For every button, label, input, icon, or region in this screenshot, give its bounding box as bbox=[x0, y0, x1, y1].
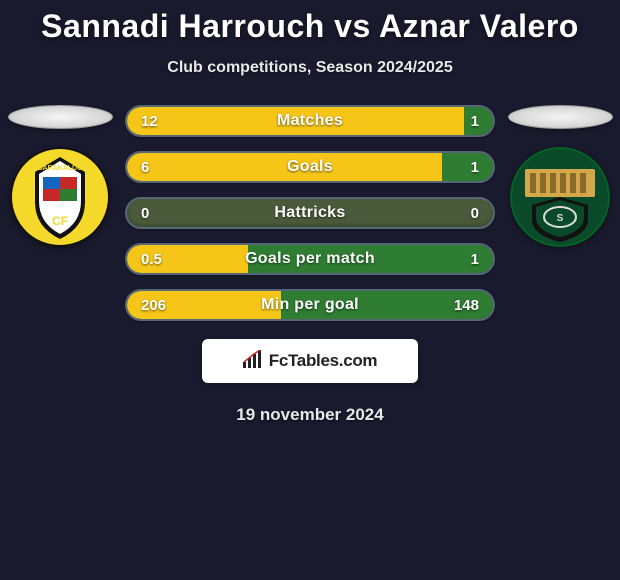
stat-label: Min per goal bbox=[207, 296, 413, 314]
right-club-crest-icon: S bbox=[510, 147, 610, 247]
left-flag-icon bbox=[8, 105, 113, 129]
footer-brand-label: FcTables.com bbox=[269, 351, 378, 371]
stat-row: 12Matches1 bbox=[125, 105, 495, 137]
stat-left-value: 6 bbox=[127, 159, 207, 176]
comparison-subtitle: Club competitions, Season 2024/2025 bbox=[0, 59, 620, 77]
left-club-crest-icon: BARAKALDO CF bbox=[10, 147, 110, 247]
stat-left-value: 0.5 bbox=[127, 251, 207, 268]
svg-text:CF: CF bbox=[52, 214, 68, 228]
svg-text:S: S bbox=[557, 213, 564, 224]
comparison-title: Sannadi Harrouch vs Aznar Valero bbox=[0, 0, 620, 45]
stat-right-value: 1 bbox=[413, 113, 493, 130]
stat-row: 0Hattricks0 bbox=[125, 197, 495, 229]
left-player-column: BARAKALDO CF bbox=[5, 105, 115, 247]
stat-right-value: 148 bbox=[413, 297, 493, 314]
stat-right-value: 0 bbox=[413, 205, 493, 222]
stat-label: Goals per match bbox=[207, 250, 413, 268]
right-player-column: S bbox=[505, 105, 615, 247]
stat-right-value: 1 bbox=[413, 251, 493, 268]
stat-row: 206Min per goal148 bbox=[125, 289, 495, 321]
stat-label: Goals bbox=[207, 158, 413, 176]
bar-chart-icon bbox=[243, 350, 263, 373]
content-wrap: BARAKALDO CF S 12Matches16Goals10Hattric… bbox=[0, 105, 620, 321]
right-flag-icon bbox=[508, 105, 613, 129]
comparison-date: 19 november 2024 bbox=[0, 405, 620, 425]
svg-text:BARAKALDO: BARAKALDO bbox=[37, 165, 83, 172]
stat-left-value: 12 bbox=[127, 113, 207, 130]
stat-label: Matches bbox=[207, 112, 413, 130]
stat-row: 6Goals1 bbox=[125, 151, 495, 183]
footer-brand[interactable]: FcTables.com bbox=[202, 339, 418, 383]
stat-left-value: 206 bbox=[127, 297, 207, 314]
stat-right-value: 1 bbox=[413, 159, 493, 176]
stat-row: 0.5Goals per match1 bbox=[125, 243, 495, 275]
stats-container: 12Matches16Goals10Hattricks00.5Goals per… bbox=[125, 105, 495, 321]
stat-label: Hattricks bbox=[207, 204, 413, 222]
stat-left-value: 0 bbox=[127, 205, 207, 222]
